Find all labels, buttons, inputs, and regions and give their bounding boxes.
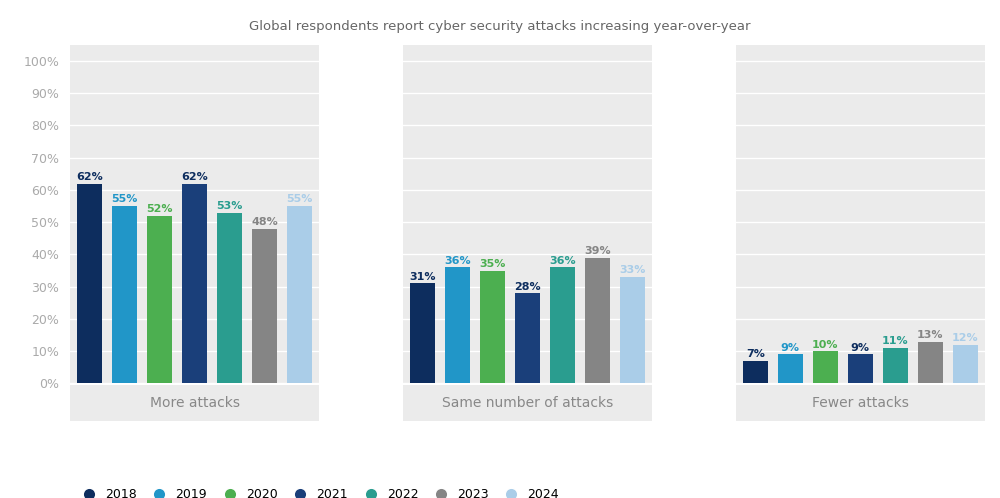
- Text: Same number of attacks: Same number of attacks: [442, 396, 613, 410]
- Bar: [883, 348, 908, 383]
- Text: More attacks: More attacks: [150, 396, 240, 410]
- Legend: 2018, 2019, 2020, 2021, 2022, 2023, 2024: 2018, 2019, 2020, 2021, 2022, 2023, 2024: [71, 483, 564, 498]
- Bar: [77, 183, 102, 383]
- Text: 33%: 33%: [619, 265, 646, 275]
- FancyBboxPatch shape: [70, 385, 319, 421]
- Bar: [252, 229, 277, 383]
- Text: 11%: 11%: [882, 336, 909, 347]
- Bar: [620, 277, 645, 383]
- Bar: [550, 267, 575, 383]
- Bar: [410, 283, 435, 383]
- Bar: [217, 213, 242, 383]
- FancyBboxPatch shape: [736, 45, 985, 383]
- FancyBboxPatch shape: [736, 385, 985, 421]
- Bar: [848, 355, 873, 383]
- Bar: [287, 206, 312, 383]
- Bar: [778, 355, 803, 383]
- Text: 28%: 28%: [514, 281, 541, 291]
- Text: 53%: 53%: [216, 201, 243, 211]
- Text: 62%: 62%: [76, 172, 103, 182]
- Text: Global respondents report cyber security attacks increasing year-over-year: Global respondents report cyber security…: [249, 20, 751, 33]
- FancyBboxPatch shape: [403, 45, 652, 383]
- Text: 35%: 35%: [479, 259, 506, 269]
- Text: 10%: 10%: [812, 340, 839, 350]
- Text: 31%: 31%: [409, 272, 436, 282]
- Bar: [953, 345, 978, 383]
- Bar: [445, 267, 470, 383]
- Bar: [147, 216, 172, 383]
- Bar: [813, 351, 838, 383]
- Text: Fewer attacks: Fewer attacks: [812, 396, 909, 410]
- FancyBboxPatch shape: [403, 385, 652, 421]
- Text: 36%: 36%: [549, 256, 576, 266]
- Bar: [480, 270, 505, 383]
- Text: 9%: 9%: [781, 343, 800, 353]
- Text: 12%: 12%: [952, 333, 979, 343]
- Text: 55%: 55%: [111, 194, 138, 205]
- FancyBboxPatch shape: [319, 45, 403, 383]
- Bar: [112, 206, 137, 383]
- Text: 39%: 39%: [584, 246, 611, 256]
- Bar: [918, 342, 943, 383]
- Bar: [515, 293, 540, 383]
- FancyBboxPatch shape: [70, 45, 319, 383]
- FancyBboxPatch shape: [652, 45, 736, 383]
- Text: 62%: 62%: [181, 172, 208, 182]
- Bar: [743, 361, 768, 383]
- Text: 36%: 36%: [444, 256, 471, 266]
- Text: 13%: 13%: [917, 330, 944, 340]
- Text: 55%: 55%: [287, 194, 313, 205]
- Text: 52%: 52%: [146, 204, 173, 214]
- Text: 48%: 48%: [251, 217, 278, 227]
- Text: 7%: 7%: [746, 349, 765, 359]
- Bar: [182, 183, 207, 383]
- Text: 9%: 9%: [851, 343, 870, 353]
- Bar: [585, 257, 610, 383]
